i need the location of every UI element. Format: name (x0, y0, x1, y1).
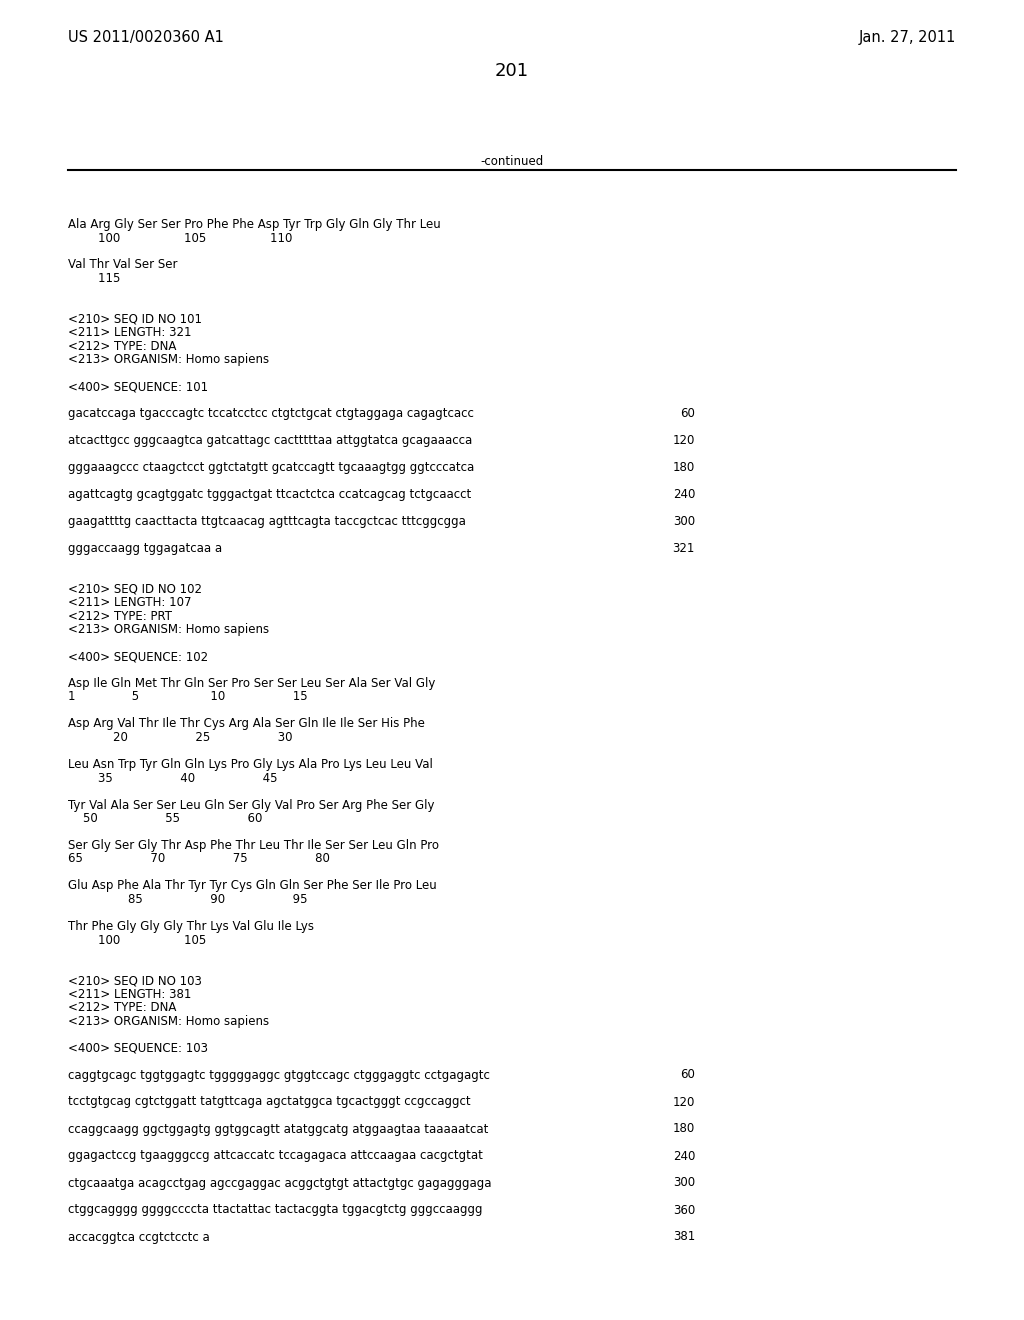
Text: atcacttgcc gggcaagtca gatcattagc cactttttaa attggtatca gcagaaacca: atcacttgcc gggcaagtca gatcattagc cactttt… (68, 434, 472, 447)
Text: 240: 240 (673, 488, 695, 502)
Text: 20                  25                  30: 20 25 30 (68, 731, 293, 744)
Text: 300: 300 (673, 515, 695, 528)
Text: Ser Gly Ser Gly Thr Asp Phe Thr Leu Thr Ile Ser Ser Leu Gln Pro: Ser Gly Ser Gly Thr Asp Phe Thr Leu Thr … (68, 840, 439, 851)
Text: Val Thr Val Ser Ser: Val Thr Val Ser Ser (68, 259, 177, 272)
Text: tcctgtgcag cgtctggatt tatgttcaga agctatggca tgcactgggt ccgccaggct: tcctgtgcag cgtctggatt tatgttcaga agctatg… (68, 1096, 471, 1109)
Text: 201: 201 (495, 62, 529, 81)
Text: <212> TYPE: PRT: <212> TYPE: PRT (68, 610, 172, 623)
Text: ctgcaaatga acagcctgag agccgaggac acggctgtgt attactgtgc gagagggaga: ctgcaaatga acagcctgag agccgaggac acggctg… (68, 1176, 492, 1189)
Text: gggaaagccc ctaagctcct ggtctatgtt gcatccagtt tgcaaagtgg ggtcccatca: gggaaagccc ctaagctcct ggtctatgtt gcatcca… (68, 461, 474, 474)
Text: gacatccaga tgacccagtc tccatcctcc ctgtctgcat ctgtaggaga cagagtcacc: gacatccaga tgacccagtc tccatcctcc ctgtctg… (68, 407, 474, 420)
Text: 115: 115 (68, 272, 121, 285)
Text: 1               5                   10                  15: 1 5 10 15 (68, 690, 307, 704)
Text: Tyr Val Ala Ser Ser Leu Gln Ser Gly Val Pro Ser Arg Phe Ser Gly: Tyr Val Ala Ser Ser Leu Gln Ser Gly Val … (68, 799, 434, 812)
Text: Asp Arg Val Thr Ile Thr Cys Arg Ala Ser Gln Ile Ile Ser His Phe: Asp Arg Val Thr Ile Thr Cys Arg Ala Ser … (68, 718, 425, 730)
Text: <210> SEQ ID NO 101: <210> SEQ ID NO 101 (68, 313, 202, 326)
Text: <211> LENGTH: 321: <211> LENGTH: 321 (68, 326, 191, 339)
Text: Glu Asp Phe Ala Thr Tyr Tyr Cys Gln Gln Ser Phe Ser Ile Pro Leu: Glu Asp Phe Ala Thr Tyr Tyr Cys Gln Gln … (68, 879, 437, 892)
Text: <211> LENGTH: 107: <211> LENGTH: 107 (68, 597, 191, 609)
Text: <212> TYPE: DNA: <212> TYPE: DNA (68, 1001, 176, 1014)
Text: ccaggcaagg ggctggagtg ggtggcagtt atatggcatg atggaagtaa taaaaatcat: ccaggcaagg ggctggagtg ggtggcagtt atatggc… (68, 1122, 488, 1135)
Text: 240: 240 (673, 1150, 695, 1163)
Text: accacggtca ccgtctcctc a: accacggtca ccgtctcctc a (68, 1230, 210, 1243)
Text: 300: 300 (673, 1176, 695, 1189)
Text: -continued: -continued (480, 154, 544, 168)
Text: <210> SEQ ID NO 102: <210> SEQ ID NO 102 (68, 582, 202, 595)
Text: 360: 360 (673, 1204, 695, 1217)
Text: caggtgcagc tggtggagtc tgggggaggc gtggtccagc ctgggaggtc cctgagagtc: caggtgcagc tggtggagtc tgggggaggc gtggtcc… (68, 1068, 489, 1081)
Text: Asp Ile Gln Met Thr Gln Ser Pro Ser Ser Leu Ser Ala Ser Val Gly: Asp Ile Gln Met Thr Gln Ser Pro Ser Ser … (68, 677, 435, 690)
Text: <400> SEQUENCE: 101: <400> SEQUENCE: 101 (68, 380, 208, 393)
Text: 381: 381 (673, 1230, 695, 1243)
Text: Thr Phe Gly Gly Gly Thr Lys Val Glu Ile Lys: Thr Phe Gly Gly Gly Thr Lys Val Glu Ile … (68, 920, 314, 933)
Text: 60: 60 (680, 1068, 695, 1081)
Text: 321: 321 (673, 543, 695, 554)
Text: <400> SEQUENCE: 103: <400> SEQUENCE: 103 (68, 1041, 208, 1055)
Text: <210> SEQ ID NO 103: <210> SEQ ID NO 103 (68, 974, 202, 987)
Text: <400> SEQUENCE: 102: <400> SEQUENCE: 102 (68, 649, 208, 663)
Text: 180: 180 (673, 461, 695, 474)
Text: 85                  90                  95: 85 90 95 (68, 894, 307, 906)
Text: <213> ORGANISM: Homo sapiens: <213> ORGANISM: Homo sapiens (68, 1015, 269, 1027)
Text: 50                  55                  60: 50 55 60 (68, 812, 262, 825)
Text: US 2011/0020360 A1: US 2011/0020360 A1 (68, 30, 224, 45)
Text: <211> LENGTH: 381: <211> LENGTH: 381 (68, 987, 191, 1001)
Text: agattcagtg gcagtggatc tgggactgat ttcactctca ccatcagcag tctgcaacct: agattcagtg gcagtggatc tgggactgat ttcactc… (68, 488, 471, 502)
Text: 35                  40                  45: 35 40 45 (68, 771, 278, 784)
Text: 120: 120 (673, 434, 695, 447)
Text: Leu Asn Trp Tyr Gln Gln Lys Pro Gly Lys Ala Pro Lys Leu Leu Val: Leu Asn Trp Tyr Gln Gln Lys Pro Gly Lys … (68, 758, 433, 771)
Text: 120: 120 (673, 1096, 695, 1109)
Text: 100                 105: 100 105 (68, 933, 206, 946)
Text: Jan. 27, 2011: Jan. 27, 2011 (859, 30, 956, 45)
Text: <213> ORGANISM: Homo sapiens: <213> ORGANISM: Homo sapiens (68, 623, 269, 636)
Text: 60: 60 (680, 407, 695, 420)
Text: Ala Arg Gly Ser Ser Pro Phe Phe Asp Tyr Trp Gly Gln Gly Thr Leu: Ala Arg Gly Ser Ser Pro Phe Phe Asp Tyr … (68, 218, 440, 231)
Text: <212> TYPE: DNA: <212> TYPE: DNA (68, 339, 176, 352)
Text: ggagactccg tgaagggccg attcaccatc tccagagaca attccaagaa cacgctgtat: ggagactccg tgaagggccg attcaccatc tccagag… (68, 1150, 483, 1163)
Text: ctggcagggg ggggccccta ttactattac tactacggta tggacgtctg gggccaaggg: ctggcagggg ggggccccta ttactattac tactacg… (68, 1204, 482, 1217)
Text: 180: 180 (673, 1122, 695, 1135)
Text: gggaccaagg tggagatcaa a: gggaccaagg tggagatcaa a (68, 543, 222, 554)
Text: 65                  70                  75                  80: 65 70 75 80 (68, 853, 330, 866)
Text: gaagattttg caacttacta ttgtcaacag agtttcagta taccgctcac tttcggcgga: gaagattttg caacttacta ttgtcaacag agtttca… (68, 515, 466, 528)
Text: <213> ORGANISM: Homo sapiens: <213> ORGANISM: Homo sapiens (68, 352, 269, 366)
Text: 100                 105                 110: 100 105 110 (68, 231, 293, 244)
